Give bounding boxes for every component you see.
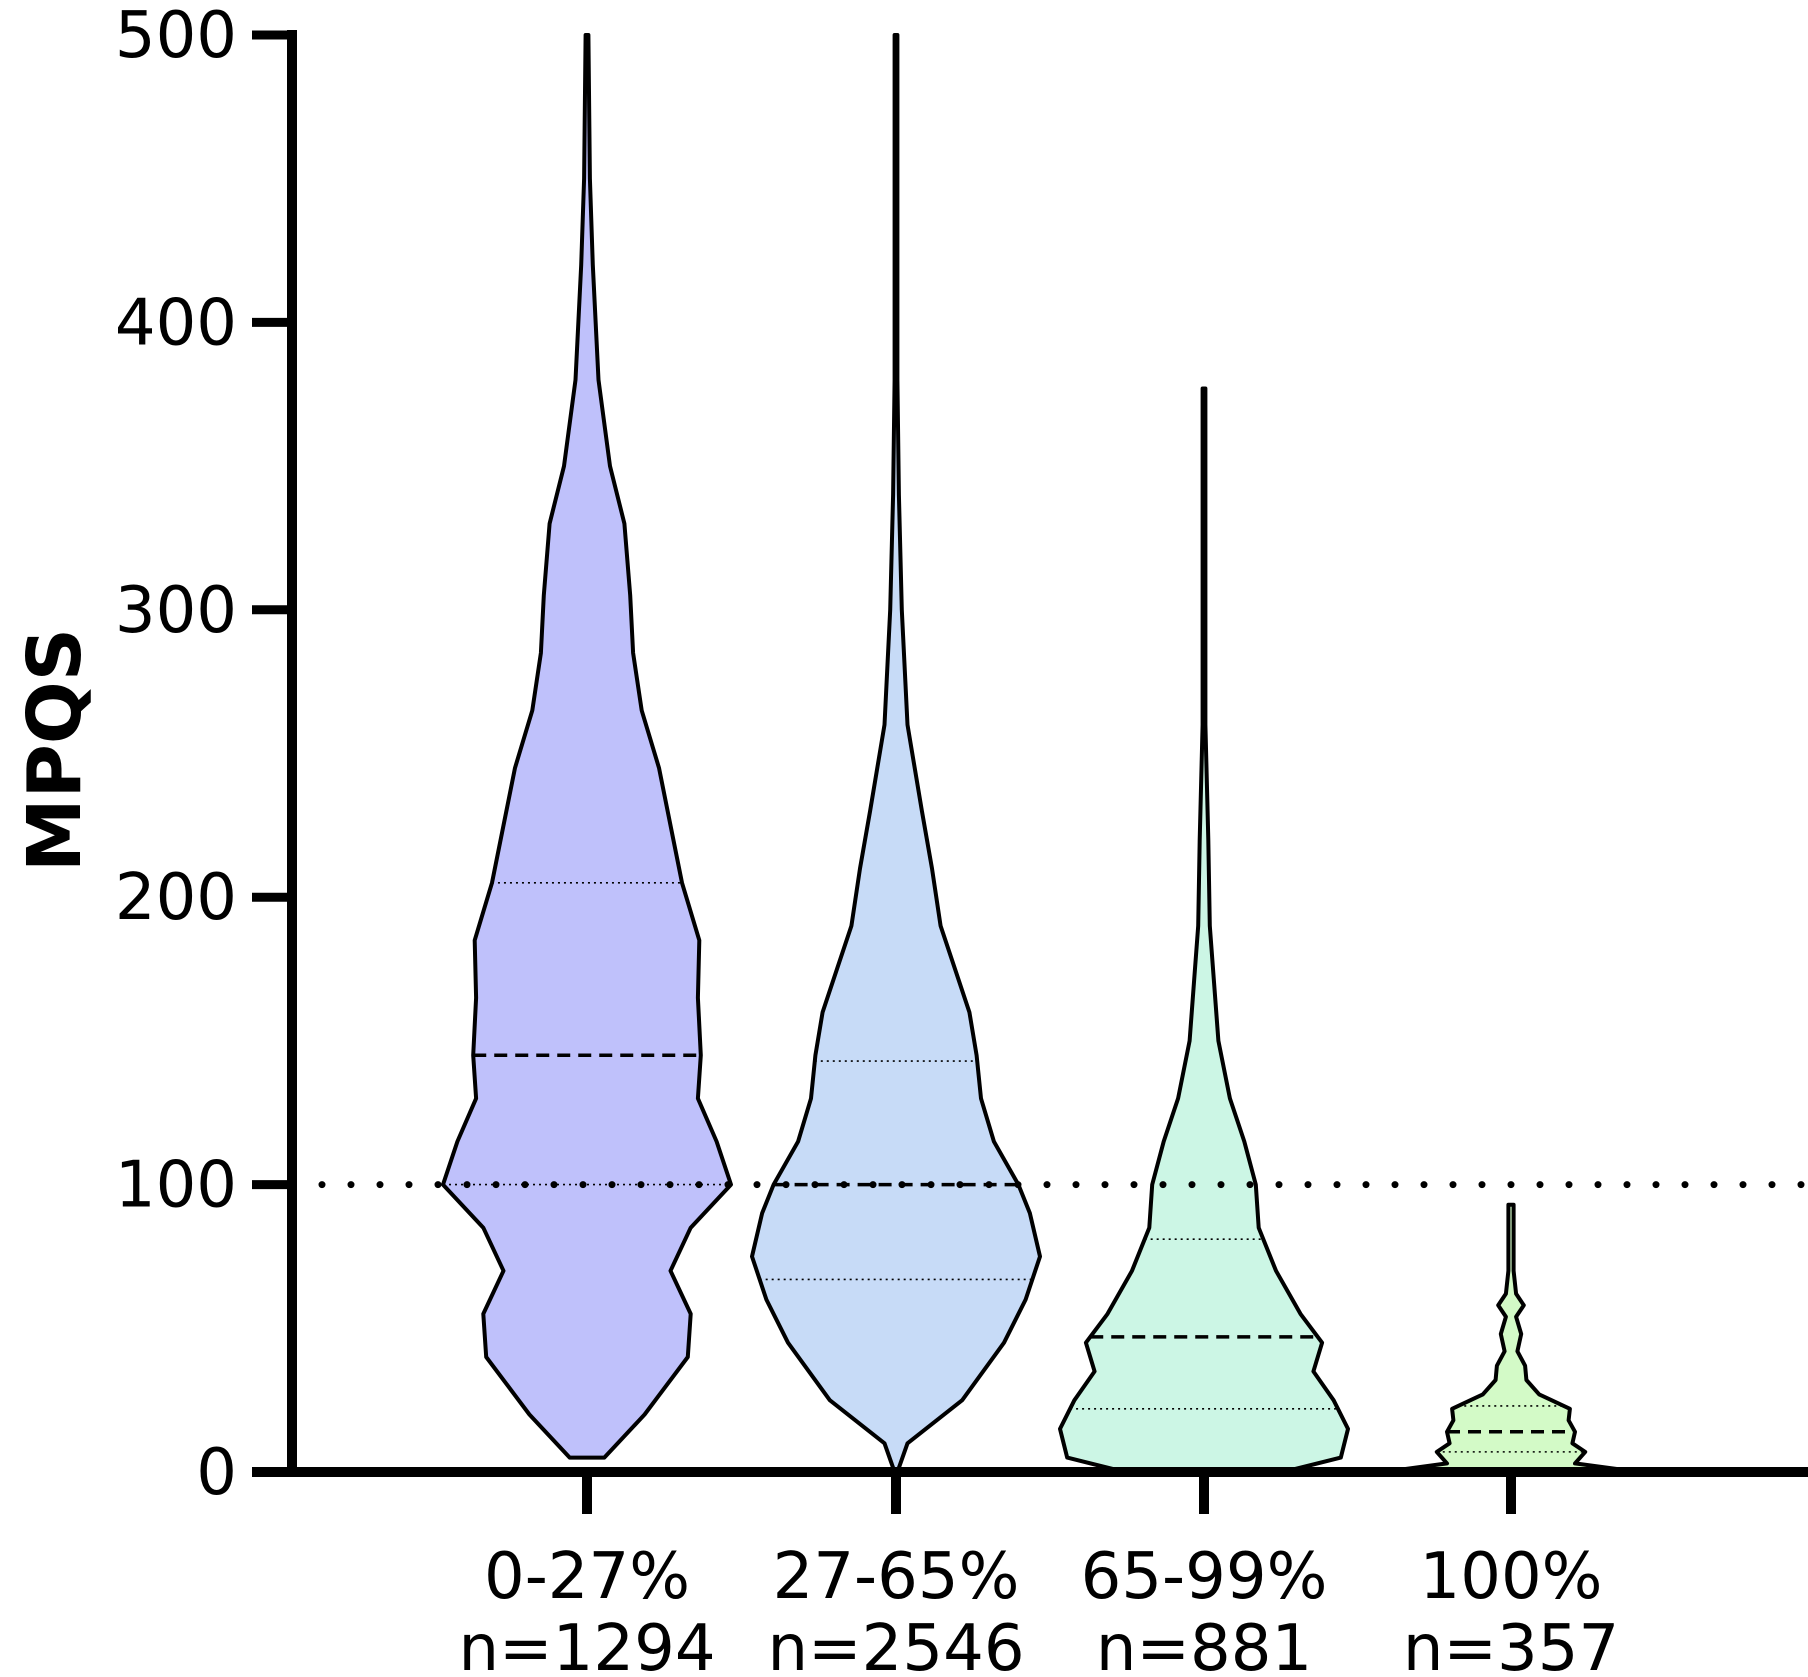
x-count-label-3: n=881	[1096, 1612, 1312, 1677]
y-axis-title: MPQS	[12, 628, 98, 872]
y-tick-label-100: 100	[115, 1149, 237, 1223]
y-tick-label-400: 400	[115, 286, 237, 360]
violin-1	[441, 33, 733, 1460]
x-count-label-1: n=1294	[458, 1612, 715, 1677]
violin-4	[1381, 1202, 1641, 1474]
y-tick-label-300: 300	[115, 574, 237, 648]
violin-2	[750, 33, 1042, 1474]
y-tick-label-200: 200	[115, 861, 237, 935]
x-tick-label-3: 65-99%	[1081, 1540, 1328, 1614]
x-tick-label-4: 100%	[1420, 1540, 1603, 1614]
x-tick-label-2: 27-65%	[773, 1540, 1020, 1614]
y-tick-label-0: 0	[196, 1436, 237, 1510]
y-tick-label-500: 500	[115, 0, 237, 73]
x-tick-label-1: 0-27%	[484, 1540, 690, 1614]
x-count-label-4: n=357	[1403, 1612, 1619, 1677]
x-count-label-2: n=2546	[767, 1612, 1024, 1677]
plot-area	[318, 33, 1808, 1474]
axes: 0-27%n=1294 27-65%n=2546 65-99%n=881 100%n=…	[115, 0, 1808, 1677]
violin-3	[1058, 386, 1350, 1474]
